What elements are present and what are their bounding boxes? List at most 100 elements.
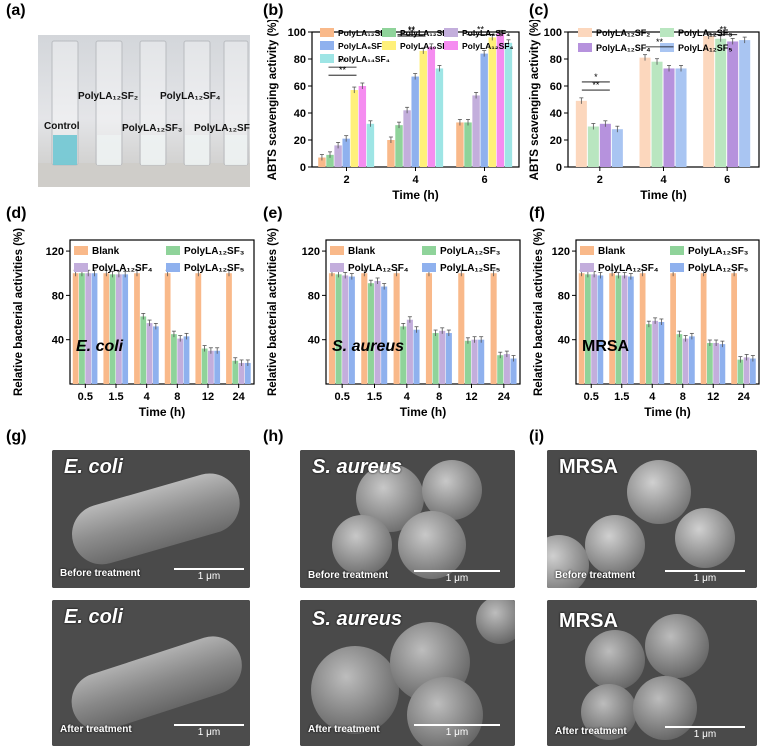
y-tick-label: 80 [52,290,64,302]
bar [591,274,598,384]
scale-label: 1 μm [445,727,469,738]
sem-saureus-before: S. aureus Before treatment 1 μm [300,450,515,588]
bar [328,273,336,384]
bar [575,100,587,167]
bar [419,50,427,167]
legend-swatch [166,246,180,255]
bar [750,358,756,384]
bar [739,40,751,167]
legend-label: PolyLA₁₂SF₄ [596,43,651,53]
bar [597,275,604,384]
bar [425,273,433,384]
bar [587,126,599,167]
chart-b-abts-ratio: 0 20 40 60 80 100 2 4 6 Time (h) ABTS scavenging a… [267,20,520,202]
x-tick-label: 1.5 [108,391,123,403]
sem-mrsa-after-caption: After treatment [555,726,627,737]
bar [743,357,750,384]
panel-label-e: (e) [263,205,283,222]
bar [72,273,79,384]
x-tick-label: 4 [404,391,411,403]
y-tick-label: 60 [294,81,306,93]
bar [342,275,349,384]
legend-swatch [444,41,458,50]
legend-swatch [320,28,334,37]
bar [628,276,634,384]
bar [350,90,358,167]
bar [731,273,737,384]
sem-ecoli-before: E. coli Before treatment 1 μm [52,450,250,588]
y-tick-label: 80 [294,54,306,66]
x-tick-label: 6 [481,174,487,186]
legend-label: PolyLA₁₂SF₅ [440,263,501,274]
bar [713,343,720,384]
legend-swatch [660,28,674,37]
sem-saureus-after-caption: After treatment [308,724,380,735]
bar [689,336,695,384]
photo-label-sf5: PolyLA₁₂SF₅ [194,123,250,134]
y-tick-label: 60 [550,81,562,93]
sem-saureus-after-scale: 1 μm [414,724,500,738]
sem-mrsa-before-title: MRSA [559,456,618,478]
legend-label: PolyLA₁₂SF₄ [348,263,409,274]
legend-label: PolyLA₁₂SF₅ [678,43,732,53]
legend-swatch [580,263,594,272]
legend-swatch [670,246,684,255]
bar [361,273,368,384]
legend-label: Blank [598,246,626,257]
panel-label-i: (i) [529,428,545,445]
bar [439,330,446,384]
x-tick-label: 2 [597,174,603,186]
bar [334,145,342,167]
bar [400,326,407,384]
y-tick-label: 120 [46,246,64,258]
bar [195,273,202,384]
x-tick-label: 0.5 [335,391,350,403]
y-tick-label: 40 [550,108,562,120]
x-tick-label: 24 [738,391,751,403]
significance-label: ** [592,80,600,90]
bar [152,326,159,384]
bar [358,86,367,167]
sem-saureus-before-scale: 1 μm [414,570,500,584]
bar [85,273,92,384]
bar [183,336,190,384]
bar [621,275,628,384]
legend-label: PolyLA₁₂SF₅ [688,263,749,274]
legend-swatch [578,28,592,37]
bar [456,122,464,167]
bar [497,355,504,384]
x-tick-label: 4 [412,174,419,186]
bar [645,324,652,384]
scale-label: 1 μm [693,573,717,584]
chart-d-ecoli: 40 80 120 0.5 1.5 4 8 12 24 Time (h) Relative bact… [13,228,255,419]
bar [406,319,413,384]
bar [490,273,497,384]
legend-label: PolyLA₁₄SF₄ [338,54,390,64]
bar [140,316,147,384]
bar [79,273,85,384]
sem-ecoli-before-scale: 1 μm [174,568,244,582]
bar [326,154,334,167]
bar [122,274,129,384]
bar [201,348,208,384]
panel-label-c: (c) [529,2,549,19]
chart-e-saureus: 40 80 120 0.5 1.5 4 8 12 24 Time (h) Relative bact… [267,228,521,419]
bar [639,273,646,384]
legend-swatch [166,263,180,272]
bar [393,273,400,384]
bar [727,41,739,168]
sem-mrsa-before-scale: 1 μm [665,570,745,584]
bar [445,333,452,384]
scale-label: 1 μm [693,729,717,740]
bar [109,274,116,384]
plot-frame [325,239,521,385]
x-tick-label: 0.5 [78,391,93,403]
legend-swatch [444,28,458,37]
y-tick-label: 40 [308,335,320,347]
sem-saureus-after: S. aureus After treatment 1 μm [300,600,515,746]
bar [675,68,687,167]
y-tick-label: 100 [288,27,306,39]
legend-swatch [74,246,88,255]
significance-label: * [594,72,598,82]
legend-swatch [580,246,594,255]
